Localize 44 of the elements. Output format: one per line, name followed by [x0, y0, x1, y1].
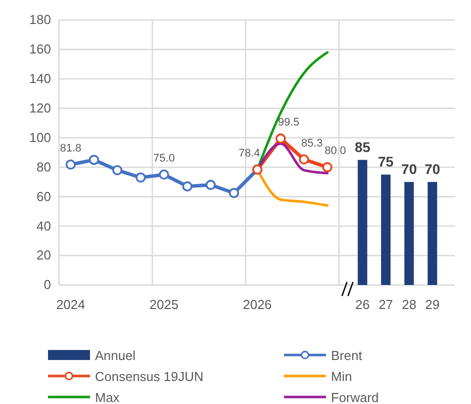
y-tick-label: 80 — [36, 159, 51, 174]
y-tick-label: 180 — [29, 12, 51, 28]
point — [298, 154, 310, 164]
y-tick-label: 140 — [29, 71, 51, 86]
data-label: 85 — [354, 138, 370, 155]
y-tick-label: 60 — [36, 188, 51, 204]
data-label: 80.0 — [324, 145, 346, 158]
y-tick-label: 40 — [36, 218, 51, 234]
legend-label: Forward — [331, 390, 379, 404]
data-label: 75 — [378, 154, 394, 170]
point — [158, 170, 170, 180]
y-tick-label: 120 — [29, 100, 51, 116]
point — [322, 162, 332, 172]
legend-label: Max — [95, 390, 120, 404]
data-label: 99.5 — [278, 116, 300, 129]
data-label: 70 — [401, 160, 418, 177]
y-tick-label: 160 — [29, 42, 51, 57]
point — [182, 181, 192, 192]
legend-label: Brent — [331, 348, 362, 363]
x-tick-label: 2025 — [150, 297, 178, 312]
legend-label: Min — [331, 369, 352, 384]
y-tick-label: 20 — [36, 248, 51, 263]
x-tick-label: 2026 — [242, 297, 272, 312]
legend-label: Consensus 19JUN — [95, 369, 204, 384]
x-tick-label: 29 — [425, 297, 440, 312]
x-tick-label: 26 — [355, 297, 370, 312]
data-label: 75.0 — [153, 152, 175, 165]
data-label: 85.3 — [301, 137, 323, 150]
data-label: 81.8 — [60, 142, 82, 155]
point — [88, 154, 100, 165]
point — [112, 165, 122, 176]
data-label: 78.4 — [238, 148, 260, 160]
point — [276, 133, 286, 144]
y-tick-label: 0 — [44, 277, 51, 292]
y-tick-label: 100 — [29, 130, 51, 145]
point — [228, 188, 240, 198]
point — [206, 180, 216, 190]
x-tick-label: 27 — [378, 297, 394, 312]
x-tick-label: 28 — [402, 297, 416, 312]
data-label: 70 — [424, 160, 440, 177]
point — [136, 172, 146, 183]
legend-label: Annuel — [95, 348, 136, 363]
x-tick-label: 2024 — [56, 297, 86, 312]
point — [66, 159, 76, 170]
